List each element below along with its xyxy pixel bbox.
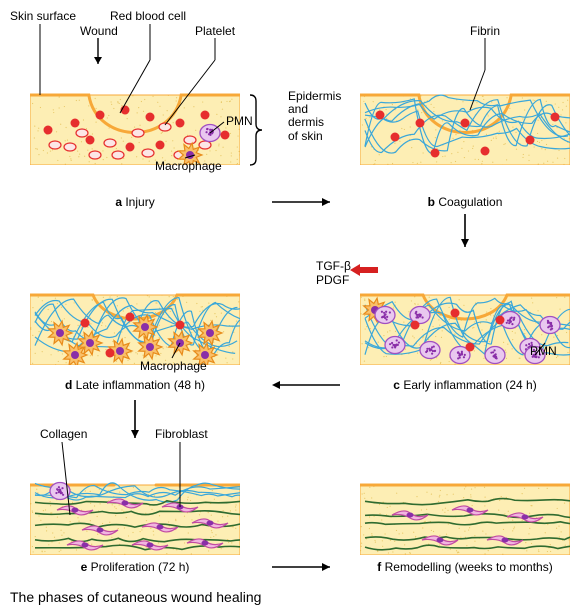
figure-title: The phases of cutaneous wound healing [10, 589, 261, 605]
label-epidermis-dermis: Epidermis and dermis of skin [288, 90, 353, 143]
arrow-tgf-pdgf [350, 263, 380, 281]
caption-a: a Injury [30, 195, 240, 209]
arrow-a-to-b [270, 195, 342, 209]
caption-b: b Coagulation [360, 195, 570, 209]
label-fibroblast: Fibroblast [155, 428, 208, 441]
label-wound: Wound [80, 25, 118, 38]
arrow-c-to-d [270, 378, 342, 392]
panel-injury [30, 55, 240, 165]
arrow-b-to-c [458, 212, 472, 259]
arrow-d-to-e [128, 398, 142, 450]
arrow-e-to-f [270, 560, 342, 574]
caption-f: f Remodelling (weeks to months) [360, 560, 570, 574]
label-collagen: Collagen [40, 428, 87, 441]
label-platelet: Platelet [195, 25, 235, 38]
label-red-blood-cell: Red blood cell [110, 10, 186, 23]
label-skin-surface: Skin surface [10, 10, 76, 23]
caption-d: d Late inflammation (48 h) [30, 378, 240, 392]
label-fibrin: Fibrin [470, 25, 500, 38]
panel-coagulation [360, 55, 570, 165]
panel-proliferation [30, 445, 240, 555]
label-tgf: TGF-β [316, 260, 351, 273]
panel-remodelling [360, 445, 570, 555]
label-macrophage-d: Macrophage [140, 360, 207, 373]
label-pdgf: PDGF [316, 274, 349, 287]
label-pmn-c: PMN [530, 345, 557, 358]
label-macrophage-a: Macrophage [155, 160, 222, 173]
bracket-line1: Epidermis and dermis of skin [288, 89, 341, 143]
label-pmn-a: PMN [226, 115, 253, 128]
caption-e: e Proliferation (72 h) [30, 560, 240, 574]
caption-c: c Early inflammation (24 h) [360, 378, 570, 392]
panel-late-inflammation [30, 255, 240, 365]
